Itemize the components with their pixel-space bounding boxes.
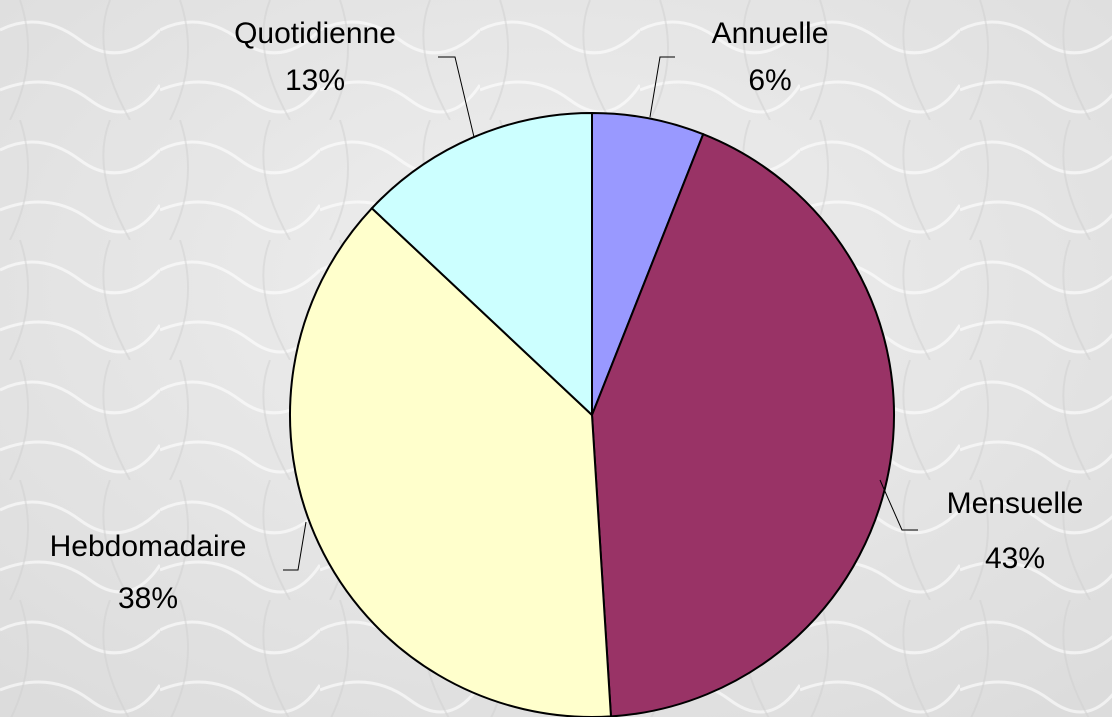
slice-label: Annuelle bbox=[712, 17, 829, 50]
leader-line bbox=[649, 56, 675, 118]
pie-slice bbox=[590, 132, 895, 717]
pie-slice bbox=[370, 111, 593, 418]
slice-label: Mensuelle bbox=[947, 487, 1084, 520]
leader-line bbox=[283, 521, 307, 571]
value-label: 38% bbox=[118, 582, 178, 615]
leader-line bbox=[879, 479, 918, 531]
leader-line bbox=[438, 56, 475, 138]
pie-slice bbox=[289, 206, 613, 717]
slice-label: Quotidienne bbox=[234, 17, 396, 50]
value-label: 13% bbox=[285, 64, 345, 97]
value-label: 43% bbox=[985, 542, 1045, 575]
slice-label: Hebdomadaire bbox=[50, 530, 247, 563]
value-label: 6% bbox=[748, 64, 791, 97]
